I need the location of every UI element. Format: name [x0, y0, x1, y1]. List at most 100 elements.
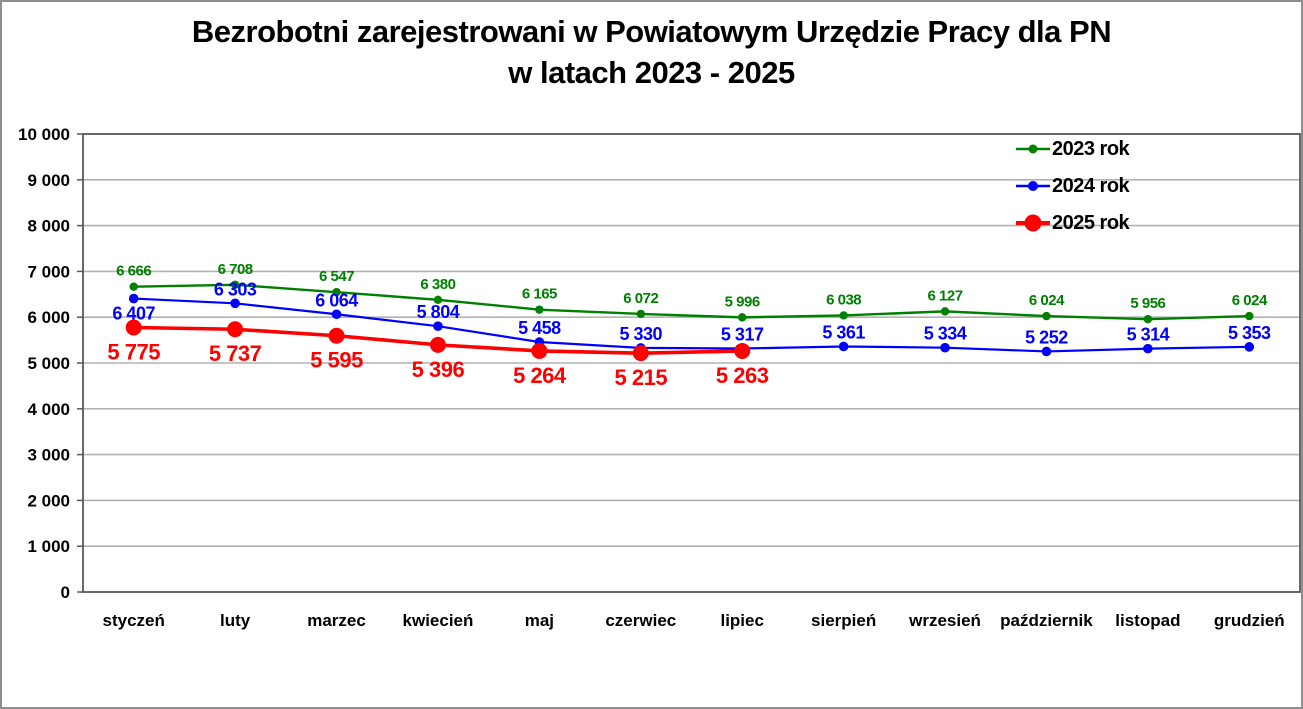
legend: 2023 rok 2024 rok 2025 rok	[1016, 136, 1130, 236]
x-axis-label: lipiec	[720, 611, 763, 630]
x-axis-label: listopad	[1115, 611, 1180, 630]
data-label: 6 708	[218, 261, 253, 278]
x-axis-label: styczeń	[103, 611, 165, 630]
data-point	[632, 345, 649, 362]
data-label: 6 407	[112, 304, 155, 324]
plot-border	[82, 133, 1301, 593]
legend-item-2023: 2023 rok	[1016, 136, 1130, 162]
x-axis-label: październik	[1000, 611, 1093, 630]
data-label: 6 165	[522, 286, 557, 303]
data-point	[1143, 315, 1153, 324]
data-point	[738, 313, 747, 322]
chart-subtitle: w latach 2023 - 2025	[508, 55, 795, 90]
data-point	[1143, 343, 1153, 354]
data-point	[125, 319, 142, 336]
y-axis-label: 7 000	[27, 262, 70, 281]
legend-label: 2024 rok	[1052, 174, 1130, 197]
data-label: 5 737	[209, 341, 262, 366]
x-axis-label: czerwiec	[605, 611, 676, 630]
data-label: 5 314	[1127, 325, 1170, 345]
x-axis-label: kwiecień	[403, 611, 474, 630]
data-label: 5 804	[417, 302, 460, 322]
data-label: 5 263	[716, 363, 769, 388]
data-point	[429, 336, 446, 353]
data-point	[940, 342, 950, 353]
legend-label: 2023 rok	[1052, 137, 1130, 160]
data-point	[230, 280, 240, 289]
data-point	[1042, 311, 1051, 321]
data-label: 5 317	[721, 324, 764, 344]
data-point	[332, 287, 341, 297]
data-point	[128, 293, 139, 304]
data-point	[1041, 346, 1052, 357]
data-point	[838, 341, 849, 352]
data-point	[227, 321, 244, 338]
legend-label: 2025 rok	[1052, 211, 1130, 234]
y-axis-label: 4 000	[27, 400, 70, 419]
data-label: 5 334	[924, 324, 967, 344]
chart-title-block: Bezrobotni zarejestrowani w Powiatowym U…	[2, 11, 1301, 93]
y-axis-label: 5 000	[27, 354, 70, 373]
x-axis-label: sierpień	[811, 611, 876, 630]
data-point	[535, 305, 544, 314]
data-label: 5 956	[1130, 295, 1165, 312]
data-label: 6 072	[623, 290, 658, 307]
data-point	[129, 282, 138, 291]
data-label: 5 458	[518, 318, 561, 338]
data-label: 5 264	[513, 363, 567, 388]
x-axis-label: luty	[220, 611, 251, 630]
legend-item-2025: 2025 rok	[1016, 210, 1130, 236]
y-axis-label: 8 000	[27, 217, 70, 236]
y-axis-label: 6 000	[27, 308, 70, 327]
data-label: 5 595	[310, 348, 363, 373]
data-label: 6 038	[826, 291, 861, 308]
series-line-2023-rok	[133, 283, 1250, 321]
x-axis-label: wrzesień	[908, 611, 981, 630]
y-axis-label: 3 000	[27, 446, 70, 465]
data-label: 5 775	[107, 340, 160, 365]
data-point	[433, 321, 443, 331]
data-label: 5 361	[822, 322, 865, 342]
data-label: 6 024	[1029, 292, 1065, 309]
y-axis-label: 2 000	[27, 491, 70, 510]
data-label: 6 064	[315, 290, 358, 310]
y-axis-label: 0	[61, 583, 70, 602]
data-label: 5 252	[1025, 327, 1068, 347]
data-point	[230, 298, 240, 309]
data-label: 6 127	[928, 287, 963, 304]
legend-item-2024: 2024 rok	[1016, 173, 1130, 199]
y-axis-label: 1 000	[27, 537, 70, 556]
data-point	[328, 327, 345, 344]
data-point	[1245, 311, 1254, 321]
data-point	[940, 307, 950, 316]
chart-title: Bezrobotni zarejestrowani w Powiatowym U…	[191, 14, 1112, 49]
data-label: 6 547	[319, 268, 354, 285]
data-point	[1244, 342, 1255, 352]
data-label: 6 024	[1232, 292, 1268, 309]
data-point	[433, 295, 443, 304]
data-label: 6 666	[116, 263, 151, 280]
x-axis-label: maj	[525, 611, 554, 630]
data-point	[636, 309, 645, 319]
data-label: 6 380	[420, 276, 455, 293]
data-label: 5 353	[1228, 323, 1271, 343]
data-point	[531, 342, 548, 359]
data-point	[331, 309, 342, 320]
data-point	[839, 311, 848, 320]
legend-line-marker-icon	[1016, 214, 1050, 232]
x-axis-label: marzec	[307, 611, 366, 630]
data-label: 5 215	[615, 365, 668, 390]
legend-line-marker-icon	[1016, 181, 1050, 191]
data-label: 5 996	[725, 293, 760, 310]
x-axis-label: grudzień	[1214, 611, 1285, 630]
data-point	[734, 342, 751, 359]
y-axis-label: 10 000	[18, 125, 70, 144]
data-label: 5 396	[412, 357, 465, 382]
legend-line-marker-icon	[1016, 144, 1050, 154]
series-line-2024-rok	[133, 297, 1250, 353]
y-axis-label: 9 000	[27, 171, 70, 190]
data-label: 6 303	[214, 279, 257, 299]
data-label: 5 330	[620, 324, 663, 344]
